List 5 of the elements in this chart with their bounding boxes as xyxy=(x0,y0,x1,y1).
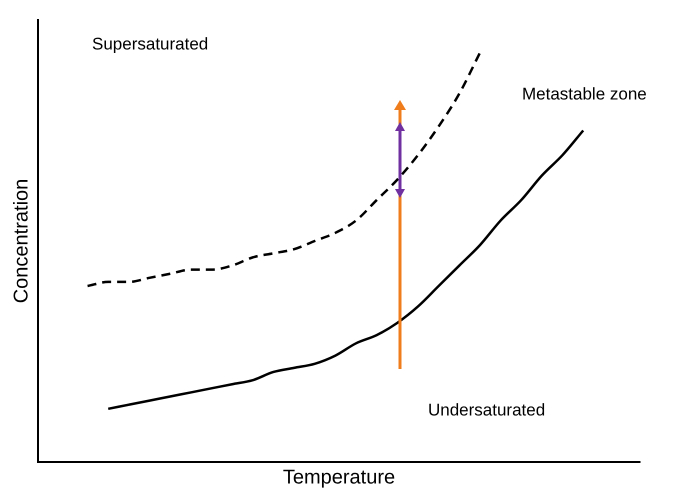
annotation: Metastable zone xyxy=(522,84,647,104)
annotation: Supersaturated xyxy=(92,34,208,54)
annotation: Undersaturated xyxy=(428,400,546,420)
y-axis-title: Concentration xyxy=(10,178,33,304)
x-axis-title: Temperature xyxy=(282,466,396,489)
